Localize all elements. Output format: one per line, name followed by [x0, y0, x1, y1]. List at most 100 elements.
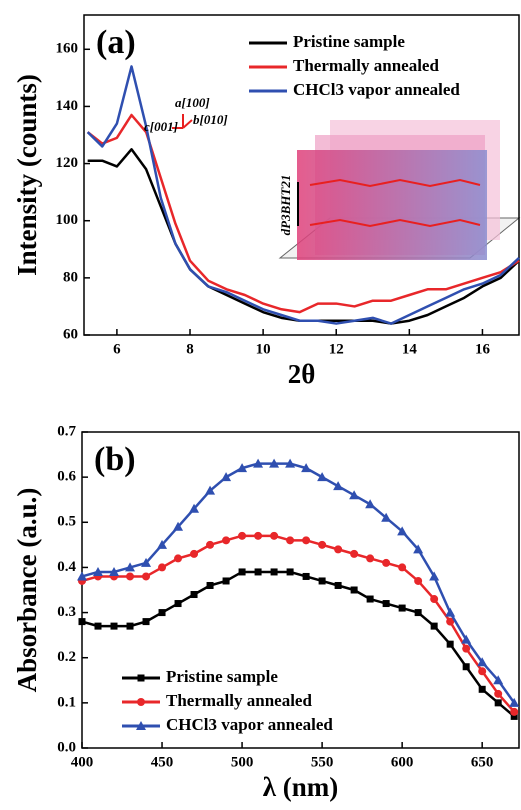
- y-tick-label: 0.6: [57, 469, 76, 485]
- legend-label: CHCl3 vapor annealed: [293, 80, 460, 99]
- marker: [510, 712, 518, 720]
- marker: [93, 566, 104, 576]
- annotation: b[010]: [193, 112, 228, 127]
- marker: [142, 572, 151, 581]
- x-tick-label: 16: [475, 341, 491, 357]
- marker: [446, 617, 455, 626]
- marker: [126, 622, 134, 630]
- marker: [206, 581, 214, 589]
- marker: [381, 512, 392, 522]
- series-line: [86, 65, 520, 325]
- marker: [414, 609, 422, 617]
- marker: [334, 581, 342, 589]
- marker: [158, 609, 166, 617]
- legend-label: Pristine sample: [166, 667, 278, 686]
- marker: [190, 549, 199, 558]
- marker: [125, 562, 136, 572]
- marker: [174, 600, 182, 608]
- y-tick-label: 120: [56, 155, 79, 171]
- marker: [413, 544, 424, 554]
- legend-label: Thermally annealed: [293, 56, 439, 75]
- marker: [285, 458, 296, 468]
- marker: [286, 536, 295, 545]
- marker: [349, 490, 360, 500]
- x-tick-label: 6: [113, 341, 121, 357]
- marker: [477, 657, 488, 667]
- marker: [318, 577, 326, 585]
- y-tick-label: 140: [56, 98, 79, 114]
- marker: [446, 640, 454, 648]
- marker: [78, 618, 86, 626]
- marker: [222, 577, 230, 585]
- marker: [190, 591, 198, 599]
- y-tick-label: 0.7: [57, 423, 76, 439]
- marker: [253, 458, 264, 468]
- x-tick-label: 550: [311, 754, 334, 770]
- marker: [174, 554, 183, 563]
- marker: [302, 572, 310, 580]
- marker: [429, 571, 440, 581]
- marker: [430, 595, 439, 604]
- series-line: [81, 462, 516, 704]
- series-line: [81, 570, 516, 718]
- marker: [398, 563, 407, 572]
- marker: [238, 531, 247, 540]
- marker: [430, 622, 438, 630]
- x-tick-label: 8: [186, 341, 194, 357]
- marker: [478, 667, 487, 676]
- inset-chain: [309, 218, 481, 228]
- marker: [269, 458, 280, 468]
- x-tick-label: 500: [231, 754, 254, 770]
- marker: [142, 618, 150, 626]
- x-tick-label: 600: [391, 754, 414, 770]
- series-line: [81, 534, 516, 713]
- marker: [398, 604, 406, 612]
- marker: [254, 531, 263, 540]
- marker: [318, 540, 327, 549]
- inset-layer: [297, 150, 487, 260]
- marker: [445, 607, 456, 617]
- marker: [317, 472, 328, 482]
- y-tick-label: 160: [56, 41, 79, 57]
- axis-glyph: [182, 119, 193, 129]
- marker: [254, 568, 262, 576]
- series-line: [87, 148, 520, 325]
- marker: [205, 485, 216, 495]
- x-tick-label: 650: [471, 754, 494, 770]
- marker: [366, 595, 374, 603]
- marker: [478, 685, 486, 693]
- marker: [126, 572, 135, 581]
- plot-frame: [83, 14, 520, 336]
- y-tick-label: 0.3: [57, 604, 76, 620]
- marker: [157, 539, 168, 549]
- marker: [494, 699, 502, 707]
- marker: [237, 463, 248, 473]
- marker: [94, 622, 102, 630]
- marker: [366, 554, 375, 563]
- inset-chain: [309, 178, 481, 188]
- marker: [414, 576, 423, 585]
- marker: [110, 622, 118, 630]
- y-tick-label: 0.1: [57, 694, 76, 710]
- x-tick-label: 450: [151, 754, 174, 770]
- x-tick-label: 10: [256, 341, 271, 357]
- annotation: a[100]: [175, 95, 210, 110]
- x-axis-label: λ (nm): [263, 772, 339, 802]
- marker: [461, 634, 472, 644]
- marker: [509, 697, 520, 707]
- panel-label: (a): [96, 24, 136, 61]
- marker: [137, 674, 145, 682]
- marker: [173, 521, 184, 531]
- y-tick-label: 80: [63, 269, 78, 285]
- plot-frame: [81, 431, 520, 749]
- marker: [270, 531, 279, 540]
- marker: [109, 566, 120, 576]
- annotation: c[001]: [144, 119, 178, 134]
- y-tick-label: 0.0: [57, 739, 76, 755]
- y-tick-label: 0.2: [57, 649, 76, 665]
- x-axis-label: 2θ: [288, 359, 316, 389]
- marker: [382, 600, 390, 608]
- legend-label: Pristine sample: [293, 32, 405, 51]
- marker: [302, 536, 311, 545]
- marker: [158, 563, 167, 572]
